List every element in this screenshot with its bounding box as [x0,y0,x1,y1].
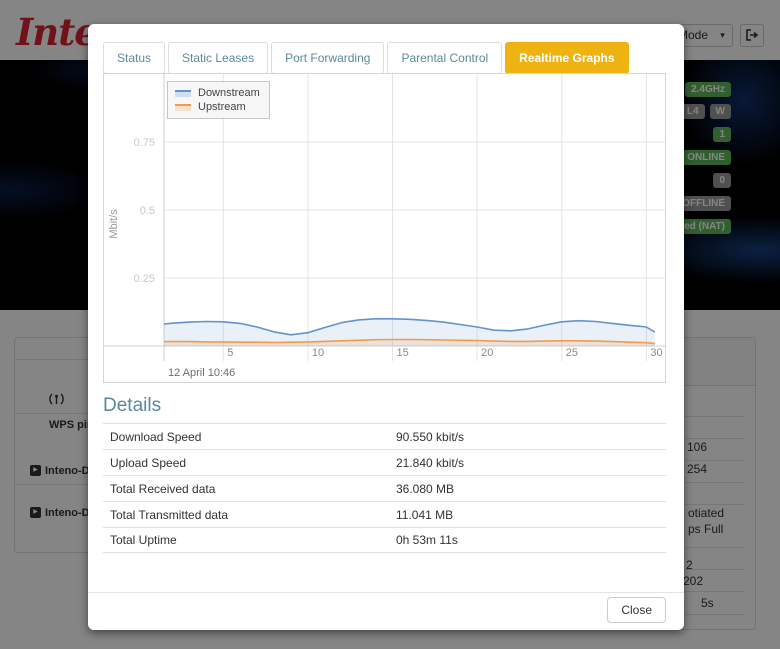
close-button[interactable]: Close [607,597,666,623]
details-heading: Details [103,395,162,416]
upstream-swatch-icon [175,103,191,111]
svg-text:25: 25 [566,347,578,359]
status-value-fragment: 106 [687,440,708,454]
details-row: Total Uptime 0h 53m 11s [103,527,666,553]
chart-canvas: 0.25 0.5 0.75 5 10 15 20 25 30 Mbit/s 12 April 10:… [104,74,665,379]
online-row: ONLINE [681,150,731,165]
details-label: Upload Speed [110,455,187,470]
tab-status[interactable]: Status [103,42,166,74]
expand-icon: ▶ [30,465,41,476]
realtime-graphs-modal: Status Static Leases Port Forwarding Par… [88,24,684,630]
svg-text:20: 20 [481,347,493,359]
status-value-fragment: 2 [686,558,693,572]
details-label: Download Speed [110,429,202,444]
wps-pin-label: WPS pin: [49,419,98,431]
legend-label: Downstream [198,87,260,99]
details-row: Upload Speed 21.840 kbit/s [103,449,666,475]
modal-footer-divider [88,592,684,593]
tab-static-leases[interactable]: Static Leases [168,42,269,74]
offline-badge: OFFLINE [676,196,731,211]
offline-row: OFFLINE [676,196,731,211]
legend-item-upstream: Upstream [175,100,260,114]
svg-text:Mbit/s: Mbit/s [108,209,120,239]
svg-text:0.25: 0.25 [134,273,155,285]
status-value-fragment: 202 [683,574,704,588]
modal-tabs: Status Static Leases Port Forwarding Par… [103,42,629,74]
status-badge-l4: L4 [680,104,705,119]
tab-realtime-graphs[interactable]: Realtime Graphs [505,42,629,74]
offline-count-row: 0 [713,173,731,188]
details-value: 36.080 MB [396,481,455,496]
tab-parental-control[interactable]: Parental Control [387,42,503,74]
status-badge-24ghz: 2.4GHz [685,82,731,97]
details-row: Download Speed 90.550 kbit/s [103,423,666,449]
mode-dropdown-caret[interactable]: ▾ [713,24,733,47]
ssid-name: Inteno-D [45,465,90,477]
details-label: Total Transmitted data [110,507,229,522]
details-row: Total Received data 36.080 MB [103,475,666,501]
status-badge-wan: W [709,104,731,119]
svg-text:0.5: 0.5 [140,205,155,217]
downstream-swatch-icon [175,89,191,97]
online-badge: ONLINE [681,150,731,165]
details-label: Total Uptime [110,533,177,547]
details-value: 90.550 kbit/s [396,429,465,444]
expand-icon: ▶ [30,507,41,518]
logout-button[interactable] [740,24,764,47]
legend-label: Upstream [198,101,246,113]
status-value-fragment: ps Full [688,522,724,536]
svg-text:10: 10 [312,347,324,359]
svg-text:15: 15 [396,347,408,359]
details-value: 21.840 kbit/s [396,455,465,470]
svg-text:0.75: 0.75 [134,137,155,149]
status-value-fragment: 254 [687,462,708,476]
online-count-badge: 1 [713,127,731,142]
realtime-chart: 0.25 0.5 0.75 5 10 15 20 25 30 Mbit/s 12 April 10:… [103,73,666,383]
svg-text:5: 5 [227,347,233,359]
details-table: Download Speed 90.550 kbit/s Upload Speed 2… [103,423,666,553]
status-value-fragment: otiated [688,506,725,520]
offline-count-badge: 0 [713,173,731,188]
details-value: 0h 53m 11s [396,533,458,547]
status-value-fragment: 5s [701,596,714,610]
details-value: 11.041 MB [396,507,454,522]
tab-port-forwarding[interactable]: Port Forwarding [271,42,385,74]
svg-text:12 April 10:46: 12 April 10:46 [168,367,235,379]
svg-text:30: 30 [650,347,662,359]
online-count-row: 1 [713,127,731,142]
ssid-name: Inteno-D [45,507,90,519]
wps-broadcast-icon [48,392,65,411]
logout-icon [745,29,759,44]
chart-legend: Downstream Upstream [167,81,270,119]
legend-item-downstream: Downstream [175,86,260,100]
details-label: Total Received data [110,481,216,496]
details-row: Total Transmitted data 11.041 MB [103,501,666,527]
